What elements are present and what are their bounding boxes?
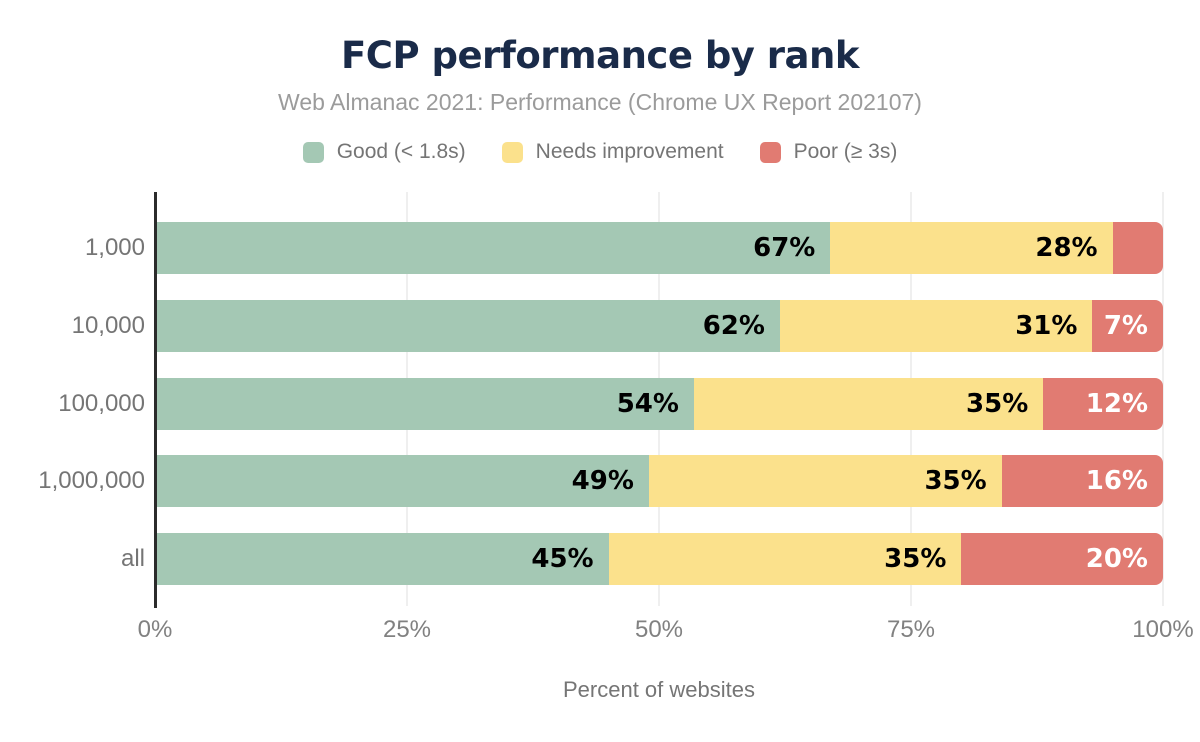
- bar-segment-good-1-8s: 54%: [155, 378, 694, 430]
- legend-item-label: Needs improvement: [535, 140, 724, 163]
- bar-row: 67% 28%: [155, 222, 1163, 274]
- bar-segment-poor-3s: 16%: [1001, 455, 1163, 507]
- legend-item-label: Good (< 1.8s): [336, 140, 466, 163]
- bar-segment-needs-improvement: 28%: [830, 222, 1113, 274]
- bar-row: 45% 35% 20%: [155, 533, 1163, 585]
- bar-value-label: 62%: [702, 311, 765, 341]
- gridline: [1162, 192, 1164, 606]
- legend-item-label: Poor (≥ 3s): [793, 140, 898, 163]
- y-axis-label: 1,000: [84, 234, 145, 261]
- y-axis-label: 10,000: [71, 312, 145, 339]
- bar-value-label: 49%: [571, 466, 634, 496]
- bar-segment-needs-improvement: 35%: [608, 533, 962, 585]
- bar-value-label: 12%: [1085, 389, 1148, 419]
- x-tick-label: 0%: [137, 616, 173, 643]
- bar-value-label: 35%: [966, 389, 1029, 419]
- y-axis-line: [153, 192, 157, 608]
- bar-value-label: 35%: [884, 544, 947, 574]
- x-axis-title: Percent of websites: [563, 677, 755, 702]
- legend-swatch-icon: [759, 141, 781, 163]
- bar-value-label: 28%: [1035, 233, 1098, 263]
- chart-title: FCP performance by rank: [341, 34, 859, 77]
- bar-segment-needs-improvement: 35%: [648, 455, 1002, 507]
- bar-value-label: 35%: [924, 466, 987, 496]
- bar-value-label: 16%: [1085, 466, 1148, 496]
- bar-value-label: 7%: [1103, 311, 1148, 341]
- bar-value-label: 20%: [1085, 544, 1148, 574]
- bar-value-label: 54%: [616, 389, 679, 419]
- y-axis-label: 100,000: [58, 390, 145, 417]
- legend-swatch-icon: [501, 141, 523, 163]
- x-tick-label: 100%: [1132, 616, 1194, 643]
- bar-row: 49% 35% 16%: [155, 455, 1163, 507]
- bar-value-label: 45%: [531, 544, 594, 574]
- legend-item-1: Needs improvement: [501, 140, 724, 164]
- bar-row: 62% 31% 7%: [155, 300, 1163, 352]
- y-axis-label: 1,000,000: [38, 467, 145, 494]
- bar-segment-poor-3s: 12%: [1043, 378, 1163, 430]
- bar-row: 54% 35% 12%: [155, 378, 1163, 430]
- legend-swatch-icon: [302, 141, 324, 163]
- x-tick-label: 25%: [382, 616, 432, 643]
- bar-value-label: 31%: [1015, 311, 1078, 341]
- legend-item-2: Poor (≥ 3s): [759, 140, 898, 164]
- chart-subtitle: Web Almanac 2021: Performance (Chrome UX…: [278, 89, 922, 115]
- y-axis-label: all: [120, 545, 145, 572]
- bar-segment-poor-3s: 7%: [1092, 300, 1163, 352]
- legend: Good (< 1.8s) Needs improvement Poor (≥ 3s…: [0, 140, 1200, 164]
- bar-segment-poor-3s: 20%: [961, 533, 1163, 585]
- bar-segment-good-1-8s: 67%: [155, 222, 831, 274]
- bar-segment-good-1-8s: 49%: [155, 455, 649, 507]
- legend-item-0: Good (< 1.8s): [302, 140, 466, 164]
- bar-segment-good-1-8s: 62%: [155, 300, 780, 352]
- x-tick-label: 75%: [886, 616, 936, 643]
- bar-value-label: 67%: [753, 233, 816, 263]
- bar-segment-poor-3s: [1112, 222, 1163, 274]
- bar-segment-needs-improvement: 35%: [693, 378, 1044, 430]
- bar-segment-needs-improvement: 31%: [779, 300, 1093, 352]
- x-tick-label: 50%: [634, 616, 684, 643]
- bar-segment-good-1-8s: 45%: [155, 533, 609, 585]
